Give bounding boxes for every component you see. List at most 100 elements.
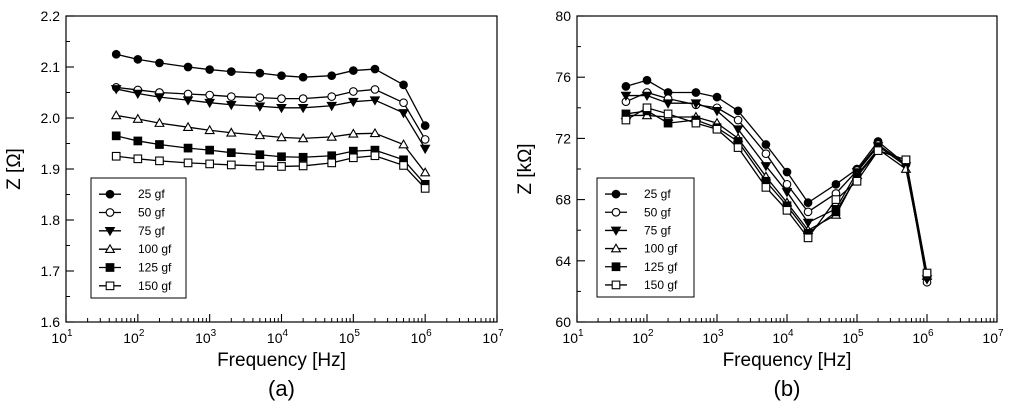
legend-marker	[611, 189, 621, 199]
data-point	[183, 158, 193, 168]
x-tick-label: 107	[982, 328, 1004, 346]
legend-marker	[104, 243, 116, 253]
x-tick-label: 101	[51, 328, 73, 346]
legend-item: 100 gf	[99, 242, 172, 256]
legend-item: 50 gf	[99, 206, 165, 220]
y-tick-label: 2.0	[41, 110, 61, 126]
x-tick-label: 106	[411, 328, 433, 346]
data-point	[327, 151, 337, 161]
legend-item: 75 gf	[605, 223, 671, 237]
legend-marker	[104, 227, 116, 237]
data-point	[298, 94, 308, 103]
x-tick-label: 102	[632, 328, 654, 346]
y-tick-label: 1.6	[41, 314, 61, 330]
data-point	[348, 128, 359, 138]
data-point	[398, 109, 409, 119]
series-line	[116, 114, 426, 173]
x-tick-label: 105	[842, 328, 864, 346]
x-axis-title: Frequency [Hz]	[723, 350, 852, 371]
legend-marker	[105, 263, 115, 272]
x-tick-label: 102	[123, 328, 145, 346]
x-tick-label: 107	[482, 328, 504, 346]
data-point	[183, 62, 193, 72]
data-point	[110, 85, 122, 95]
data-point	[226, 160, 236, 170]
y-axis-title: Z [kΩ]	[515, 143, 536, 194]
legend-label: 125 gf	[644, 260, 678, 274]
y-axis-title: Z [Ω]	[4, 148, 25, 190]
data-point	[732, 125, 744, 135]
data-point	[327, 92, 337, 101]
data-point	[226, 148, 236, 158]
x-tick-label: 101	[562, 328, 584, 346]
data-point	[154, 117, 165, 127]
data-point	[690, 99, 702, 109]
data-point	[348, 97, 359, 108]
data-point	[711, 107, 723, 117]
data-point	[277, 152, 286, 162]
legend-label: 25 gf	[138, 187, 165, 201]
legend-label: 100 gf	[138, 242, 172, 256]
data-point	[369, 127, 381, 138]
data-point	[419, 144, 431, 155]
data-point	[712, 124, 722, 134]
data-point	[733, 106, 743, 116]
data-point	[277, 162, 286, 171]
data-point	[761, 183, 771, 192]
data-point	[133, 154, 143, 164]
legend-label: 50 gf	[644, 205, 671, 219]
data-point	[733, 115, 743, 125]
data-point	[782, 179, 792, 189]
data-point	[662, 99, 674, 109]
legend-label: 25 gf	[644, 187, 671, 201]
legend-marker	[611, 207, 621, 217]
chart-panel-b: 101 102 103 104 105 106 107 60 64 68 72 76 80 Frequen…	[515, 8, 1004, 401]
data-point	[691, 118, 701, 128]
data-point	[133, 54, 143, 64]
data-point	[154, 93, 165, 103]
data-point	[111, 151, 121, 161]
data-point	[111, 49, 121, 59]
data-point	[297, 132, 309, 143]
legend: 25 gf 50 gf 75 gf 100 gf 125 gf 150 gf	[596, 177, 695, 298]
data-point	[225, 127, 237, 137]
data-point	[781, 188, 793, 198]
data-point	[369, 96, 381, 106]
data-point	[297, 103, 309, 114]
data-point	[205, 145, 215, 155]
data-point	[182, 121, 194, 132]
y-tick-label: 1.7	[41, 263, 61, 279]
data-point	[226, 92, 236, 101]
x-tick-label: 103	[702, 328, 724, 346]
legend-marker	[610, 243, 622, 253]
y-tick-label: 68	[555, 192, 571, 208]
data-point	[183, 143, 193, 153]
panel-label: (b)	[774, 376, 801, 401]
data-point	[663, 118, 673, 128]
data-point	[277, 71, 286, 81]
data-point	[621, 115, 631, 125]
data-point	[803, 198, 813, 208]
data-point	[132, 89, 144, 99]
data-point	[327, 71, 337, 81]
data-point	[803, 233, 813, 243]
data-point	[110, 109, 122, 120]
data-point	[255, 68, 265, 78]
legend-label: 75 gf	[644, 223, 671, 237]
x-tick-label: 103	[195, 328, 217, 346]
legend-label: 150 gf	[138, 279, 172, 293]
legend-label: 50 gf	[138, 206, 165, 220]
series-100-gf	[110, 109, 431, 177]
x-tick-label: 106	[912, 328, 934, 346]
data-point	[298, 152, 308, 162]
x-tick-label: 105	[339, 328, 361, 346]
data-point	[155, 140, 164, 149]
data-point	[852, 176, 862, 186]
data-point	[155, 58, 164, 68]
y-tick-label: 60	[555, 314, 571, 330]
data-point	[370, 64, 380, 74]
data-point	[420, 135, 430, 144]
data-point	[204, 98, 215, 109]
data-point	[642, 103, 652, 113]
